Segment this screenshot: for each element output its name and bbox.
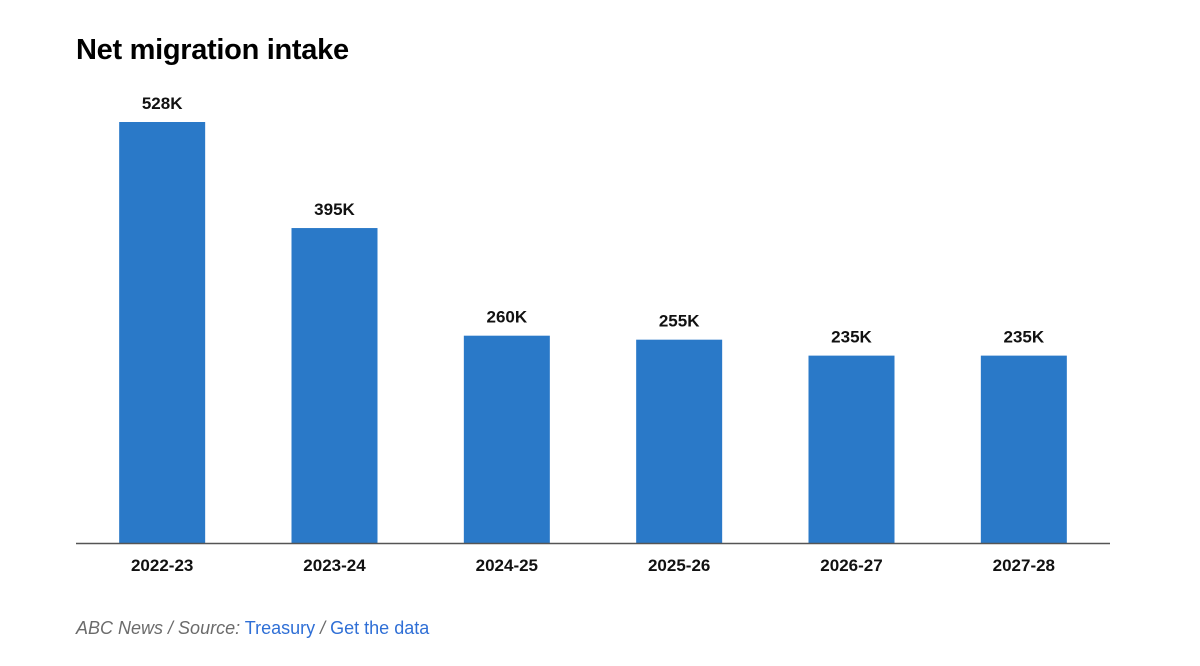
value-labels-layer: 528K 395K 260K 255K 235K 235K xyxy=(142,94,1045,347)
bars-layer xyxy=(119,122,1067,543)
footer-separator: / xyxy=(163,618,179,638)
x-tick-2027-28: 2027-28 xyxy=(993,556,1055,575)
bar-2027-28 xyxy=(980,355,1067,543)
x-tick-2024-25: 2024-25 xyxy=(476,556,538,575)
x-tick-labels: 2022-23 2023-24 2024-25 2025-26 2026-27 2027-… xyxy=(131,556,1055,575)
publisher-credit: ABC News xyxy=(76,618,164,638)
source-prefix: Source: xyxy=(178,618,241,638)
value-label-2027-28: 235K xyxy=(1004,328,1045,347)
value-label-2023-24: 395K xyxy=(314,200,355,219)
bar-2022-23 xyxy=(119,122,206,543)
chart-footer: ABC News / Source: Treasury / Get the da… xyxy=(76,618,429,639)
x-tick-2022-23: 2022-23 xyxy=(131,556,193,575)
bar-2025-26 xyxy=(636,339,723,543)
bar-2026-27 xyxy=(808,355,895,543)
footer-separator-2: / xyxy=(315,618,331,638)
get-the-data-link[interactable]: Get the data xyxy=(330,618,430,638)
source-link-treasury[interactable]: Treasury xyxy=(244,618,316,638)
chart-title: Net migration intake xyxy=(76,34,349,66)
value-label-2025-26: 255K xyxy=(659,312,700,331)
x-tick-2026-27: 2026-27 xyxy=(820,556,882,575)
x-tick-2023-24: 2023-24 xyxy=(303,556,366,575)
value-label-2022-23: 528K xyxy=(142,94,183,113)
value-label-2024-25: 260K xyxy=(487,308,528,327)
value-label-2026-27: 235K xyxy=(831,328,872,347)
x-tick-2025-26: 2025-26 xyxy=(648,556,710,575)
bar-2023-24 xyxy=(291,228,378,543)
bar-2024-25 xyxy=(463,335,550,543)
